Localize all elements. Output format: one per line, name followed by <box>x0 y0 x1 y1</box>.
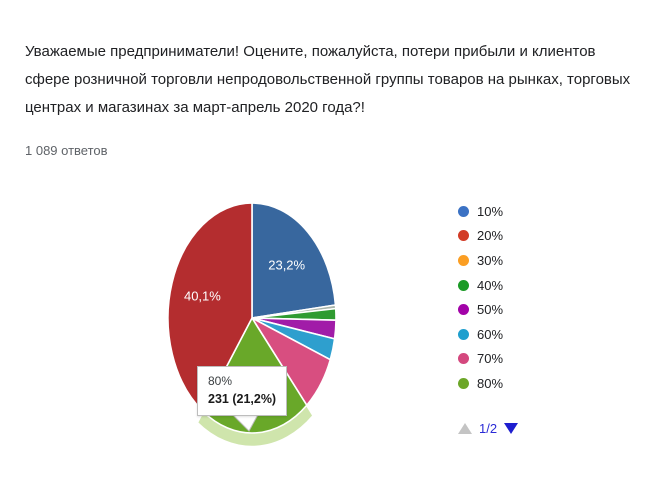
legend-dot <box>458 254 469 266</box>
legend-item-10pct: 10% <box>458 199 503 224</box>
chart-legend: 10% 20% 30% 40% 50% 60% 70% 80% <box>458 199 503 396</box>
tooltip-count-value: 231 (21,2%) <box>208 392 277 406</box>
legend-label: 20% <box>477 228 504 244</box>
legend-label: 10% <box>477 203 504 219</box>
legend-dot <box>458 230 469 242</box>
pie-slice-20pct[interactable] <box>167 202 253 413</box>
legend-item-20pct: 20% <box>458 224 503 249</box>
legend-item-30pct: 30% <box>458 248 503 273</box>
slice-tooltip: 80% 231 (21,2%) <box>197 366 288 416</box>
legend-item-60pct: 60% <box>458 322 503 347</box>
legend-item-70pct: 70% <box>458 347 503 372</box>
legend-dot <box>458 328 469 340</box>
question-title: Уважаемые предприниматели! Оцените, пожа… <box>25 38 630 122</box>
legend-dot <box>458 205 469 217</box>
question-title-line: центрах и магазинах за март-апрель 2020 … <box>25 99 365 116</box>
legend-dot <box>458 353 469 365</box>
legend-page-indicator: 1/2 <box>479 421 498 436</box>
legend-page-up-icon[interactable] <box>458 423 472 434</box>
legend-pagination: 1/2 <box>458 421 519 436</box>
legend-page-down-icon[interactable] <box>504 423 519 434</box>
question-title-line: Уважаемые предприниматели! Оцените, пожа… <box>25 43 596 60</box>
legend-label: 30% <box>477 252 504 268</box>
tooltip-option-label: 80% <box>208 374 233 388</box>
responses-count: 1 089 ответов <box>25 143 108 158</box>
legend-item-40pct: 40% <box>458 273 503 298</box>
legend-label: 60% <box>477 326 504 342</box>
legend-label: 50% <box>477 302 504 318</box>
slice-data-label: 23,2% <box>268 257 305 272</box>
legend-item-50pct: 50% <box>458 297 503 322</box>
question-title-line: сфере розничной торговли непродовольстве… <box>25 71 631 88</box>
legend-dot <box>458 377 469 389</box>
legend-dot <box>458 304 469 316</box>
legend-label: 40% <box>477 277 504 293</box>
pie-slice-10pct[interactable] <box>251 202 337 319</box>
legend-label: 70% <box>477 351 504 367</box>
legend-item-80pct: 80% <box>458 371 503 396</box>
legend-label: 80% <box>477 375 504 391</box>
slice-data-label: 40,1% <box>184 289 221 304</box>
legend-dot <box>458 279 469 291</box>
